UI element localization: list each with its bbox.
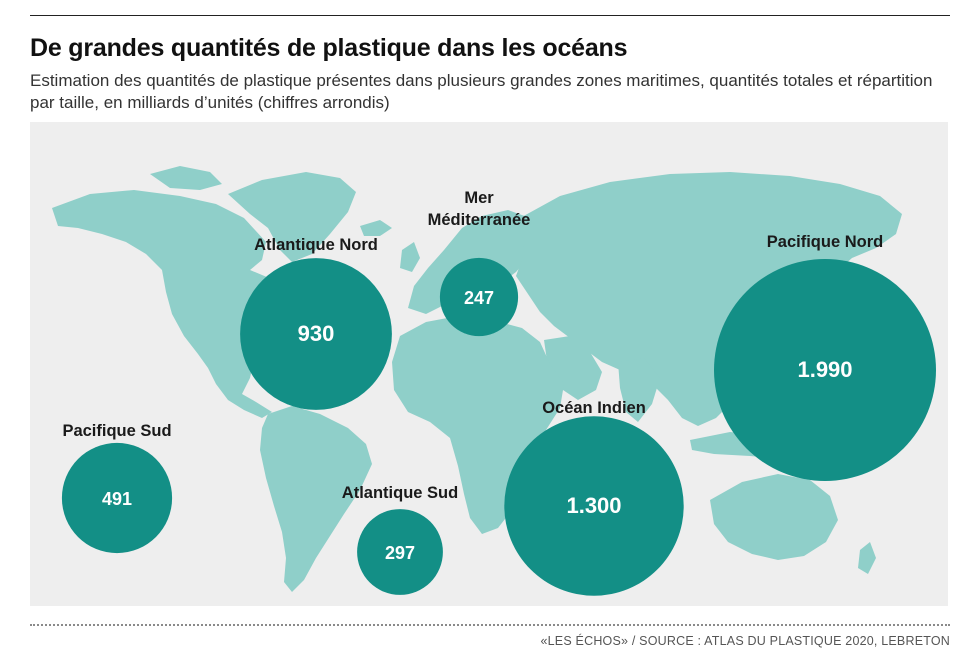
label-pacifique-sud: Pacifique Sud [62, 422, 171, 440]
value-atlantique-sud: 297 [385, 543, 415, 563]
source-credit: «LES ÉCHOS» / SOURCE : ATLAS DU PLASTIQU… [541, 634, 951, 648]
label-atlantique-sud: Atlantique Sud [342, 484, 458, 502]
value-pacifique-nord: 1.990 [797, 357, 852, 382]
map-subtitle: Estimation des quantités de plastique pr… [30, 70, 955, 114]
label-mediterranee-line-1: Mer [464, 189, 494, 207]
top-rule [30, 15, 950, 16]
label-mediterranee-line-2: Méditerranée [428, 211, 531, 229]
label-pacifique-nord: Pacifique Nord [767, 233, 883, 251]
land-new-zealand [858, 542, 876, 574]
bottom-rule [30, 624, 950, 626]
value-pacifique-sud: 491 [102, 489, 132, 509]
map-canvas: 930 Atlantique Nord 247 Mer Méditerranée 1.99… [30, 122, 948, 606]
value-atlantique-nord: 930 [298, 321, 335, 346]
land-arctic-islands [150, 166, 222, 190]
land-british-isles [400, 242, 420, 272]
label-ocean-indien: Océan Indien [542, 399, 646, 417]
value-ocean-indien: 1.300 [566, 493, 621, 518]
land-australia [710, 474, 838, 560]
value-mediterranee: 247 [464, 288, 494, 308]
land-iceland [360, 220, 392, 236]
map-title: De grandes quantités de plastique dans l… [30, 34, 627, 63]
world-map: 930 Atlantique Nord 247 Mer Méditerranée 1.99… [30, 122, 948, 606]
label-atlantique-nord: Atlantique Nord [254, 236, 378, 254]
